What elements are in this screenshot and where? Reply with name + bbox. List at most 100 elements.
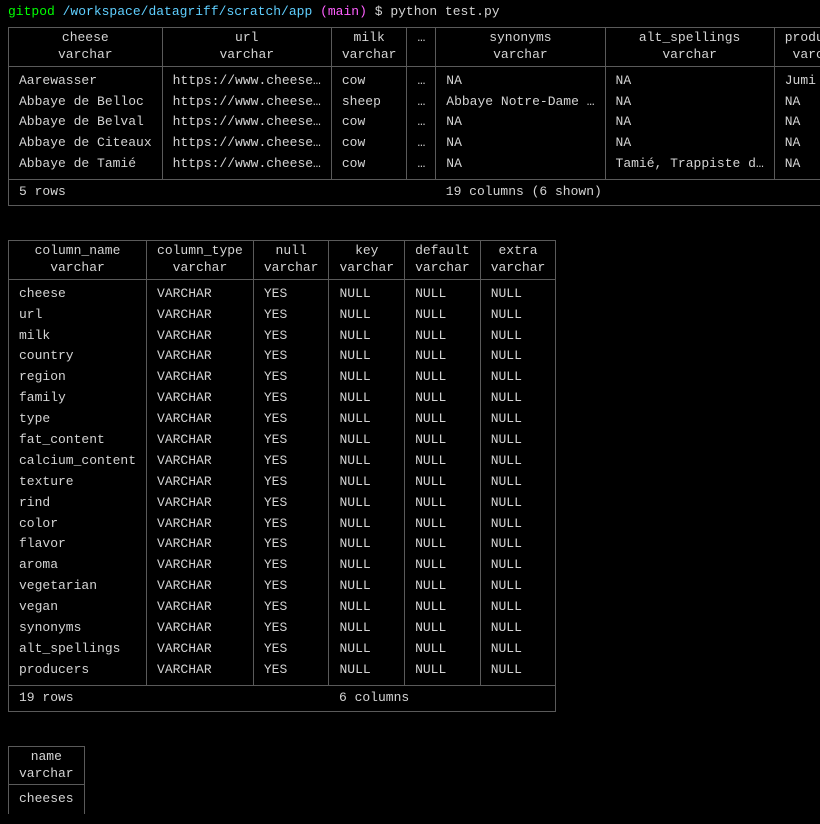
table-cell: NULL [480, 388, 556, 409]
table-cell: YES [253, 326, 329, 347]
table-cell: vegetarian [9, 576, 147, 597]
table-cell: VARCHAR [147, 326, 254, 347]
table-cell: Aarewasser [9, 66, 163, 91]
table-cell: NULL [480, 472, 556, 493]
table-cell: NULL [329, 555, 405, 576]
column-type: varchar [785, 47, 820, 64]
table-cell: … [407, 92, 436, 113]
table-row: fat_contentVARCHARYESNULLNULLNULL [9, 430, 556, 451]
table-cell: flavor [9, 534, 147, 555]
table-cell: YES [253, 618, 329, 639]
prompt-dollar: $ [375, 4, 383, 19]
table-cell: YES [253, 279, 329, 304]
table-cell: NULL [405, 346, 481, 367]
table-cell: … [407, 154, 436, 179]
table-row: regionVARCHARYESNULLNULLNULL [9, 367, 556, 388]
table-cell: NULL [405, 639, 481, 660]
table-cell: YES [253, 660, 329, 685]
column-name: null [264, 243, 319, 260]
table-cell: cow [331, 154, 407, 179]
column-header: namevarchar [9, 746, 85, 785]
table-cell: cheeses [9, 785, 85, 814]
table-cell: NULL [405, 618, 481, 639]
table-cell: VARCHAR [147, 409, 254, 430]
table-cell: Abbaye de Citeaux [9, 133, 163, 154]
table-cell: VARCHAR [147, 493, 254, 514]
column-type: varchar [491, 260, 546, 277]
column-header: urlvarchar [162, 27, 331, 66]
table-cell: NULL [329, 493, 405, 514]
table-cell: NA [774, 92, 820, 113]
column-name: milk [342, 30, 397, 47]
column-name: cheese [19, 30, 152, 47]
table-cell: … [407, 133, 436, 154]
table-cell: VARCHAR [147, 305, 254, 326]
column-header: nullvarchar [253, 241, 329, 280]
column-header: keyvarchar [329, 241, 405, 280]
table-cell: NULL [405, 493, 481, 514]
table-cell: synonyms [9, 618, 147, 639]
table-footer-rows: 19 rows [9, 685, 329, 711]
column-name: name [19, 749, 74, 766]
table-row: cheeses [9, 785, 85, 814]
table-cell: NULL [329, 326, 405, 347]
table-cell: NULL [405, 534, 481, 555]
table-cell: NULL [480, 576, 556, 597]
column-header: column_typevarchar [147, 241, 254, 280]
schema-table: column_namevarcharcolumn_typevarcharnull… [8, 240, 556, 712]
table-cell: NULL [480, 597, 556, 618]
table-cell: Abbaye Notre-Dame … [436, 92, 605, 113]
table-cell: fat_content [9, 430, 147, 451]
table-cell: NULL [329, 597, 405, 618]
table-cell: Jumi [774, 66, 820, 91]
table-cell: NA [436, 66, 605, 91]
column-header: defaultvarchar [405, 241, 481, 280]
table-cell: NULL [480, 493, 556, 514]
table-cell: alt_spellings [9, 639, 147, 660]
terminal-prompt: gitpod /workspace/datagriff/scratch/app … [8, 4, 812, 21]
table-cell: YES [253, 388, 329, 409]
column-name: column_type [157, 243, 243, 260]
table-cell: NULL [480, 409, 556, 430]
column-type: varchar [339, 260, 394, 277]
table-cell: https://www.cheese… [162, 133, 331, 154]
table-row: colorVARCHARYESNULLNULLNULL [9, 514, 556, 535]
table-cell: NULL [405, 305, 481, 326]
column-name: column_name [19, 243, 136, 260]
table-row: Abbaye de Bellochttps://www.cheese…sheep… [9, 92, 820, 113]
column-name: producers [785, 30, 820, 47]
table-cell: VARCHAR [147, 639, 254, 660]
table-row: producersVARCHARYESNULLNULLNULL [9, 660, 556, 685]
table-cell: NULL [480, 534, 556, 555]
cheese-data-table: cheesevarcharurlvarcharmilkvarchar…synon… [8, 27, 820, 206]
table-cell: calcium_content [9, 451, 147, 472]
table-cell: NULL [329, 576, 405, 597]
table-cell: NA [436, 154, 605, 179]
table-cell: NULL [480, 451, 556, 472]
table-row: urlVARCHARYESNULLNULLNULL [9, 305, 556, 326]
table-cell: NULL [480, 326, 556, 347]
table-footer-cols: 6 columns [329, 685, 556, 711]
table-cell: … [407, 66, 436, 91]
table-cell: NULL [329, 409, 405, 430]
column-header: milkvarchar [331, 27, 407, 66]
table-cell: NULL [329, 472, 405, 493]
table-cell: cow [331, 133, 407, 154]
table-cell: https://www.cheese… [162, 66, 331, 91]
table-cell: https://www.cheese… [162, 112, 331, 133]
table-cell: VARCHAR [147, 555, 254, 576]
column-name: url [173, 30, 321, 47]
table-cell: NULL [405, 597, 481, 618]
table-cell: NULL [329, 639, 405, 660]
table-row: cheeseVARCHARYESNULLNULLNULL [9, 279, 556, 304]
table-cell: NULL [480, 430, 556, 451]
table-cell: YES [253, 346, 329, 367]
table-cell: NULL [480, 555, 556, 576]
table-cell: … [407, 112, 436, 133]
table-cell: YES [253, 367, 329, 388]
table-row: Abbaye de Tamiéhttps://www.cheese…cow…NA… [9, 154, 820, 179]
table-cell: NA [605, 66, 774, 91]
prompt-command: python test.py [390, 4, 499, 19]
table-cell: YES [253, 514, 329, 535]
column-type: varchar [616, 47, 764, 64]
